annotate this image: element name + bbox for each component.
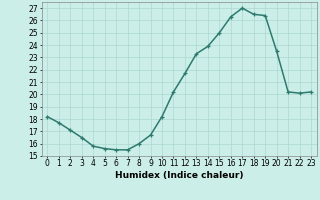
X-axis label: Humidex (Indice chaleur): Humidex (Indice chaleur): [115, 171, 244, 180]
